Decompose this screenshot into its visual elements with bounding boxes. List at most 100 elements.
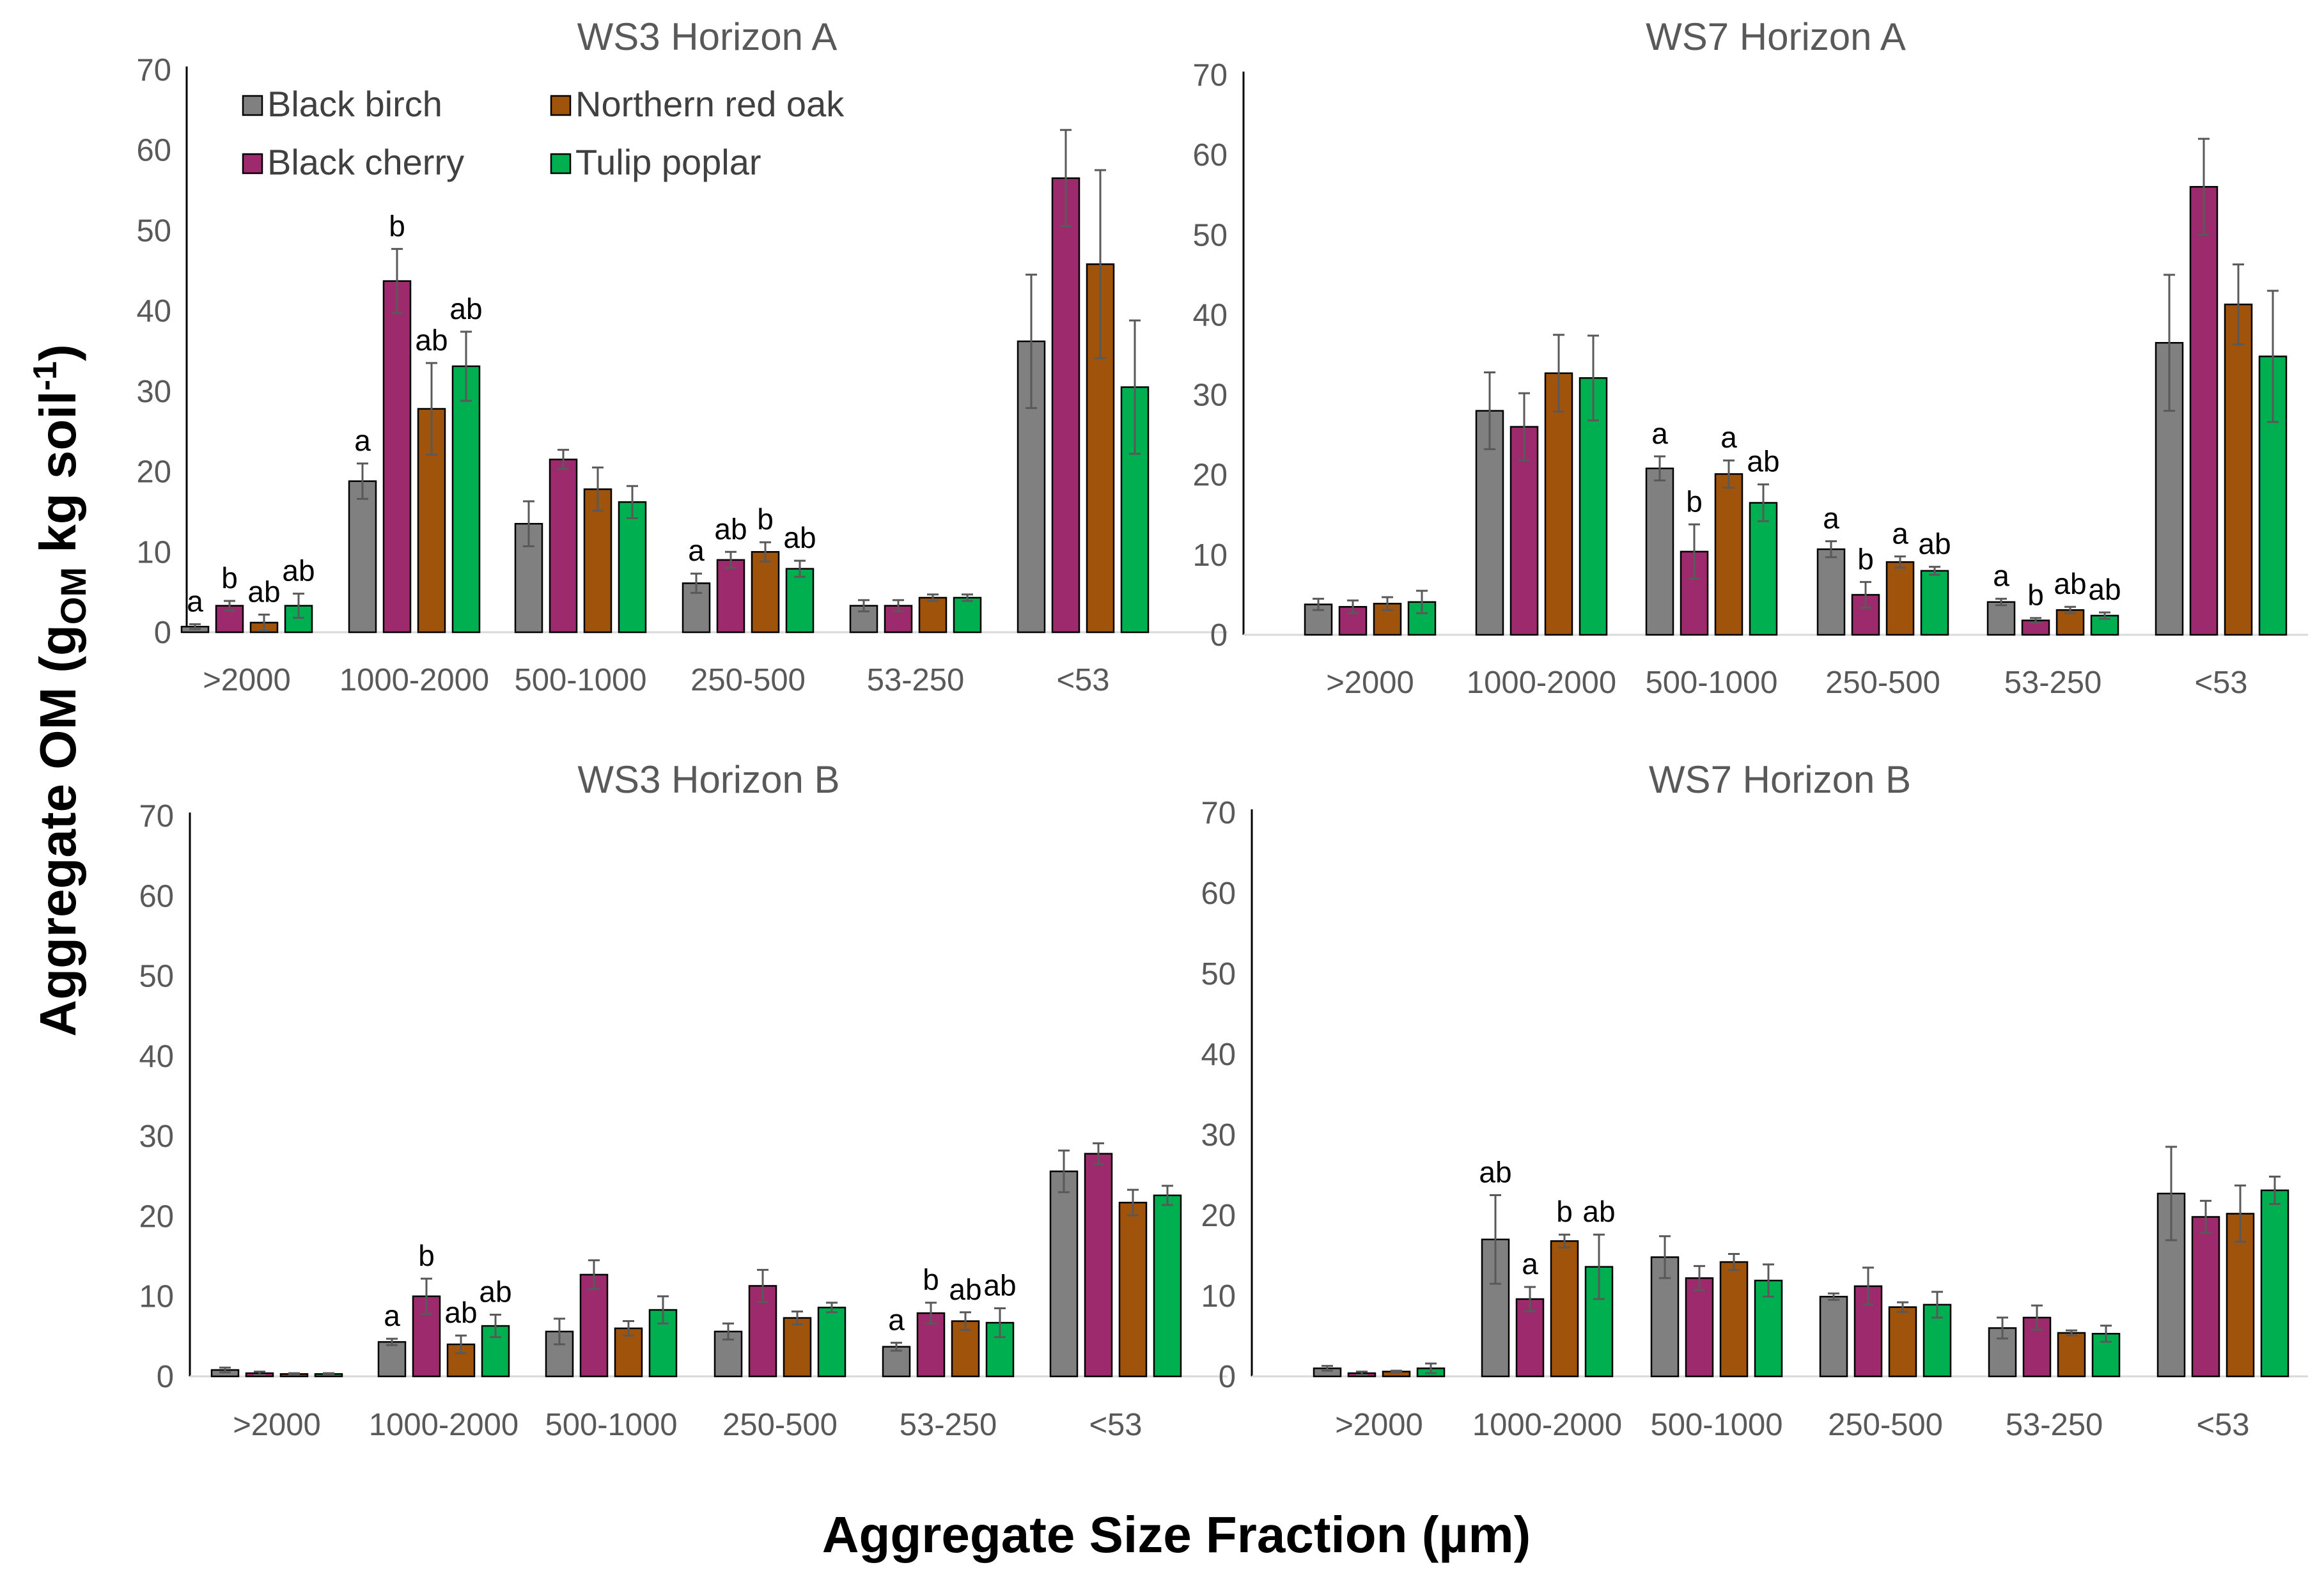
y-tick-label: 70 [1201,796,1236,830]
y-tick-label: 0 [157,1360,174,1394]
legend: Black birch Northern red oak Black cherry T… [242,84,845,182]
y-tick-label: 20 [136,455,171,490]
significance-label: ab [1582,1195,1615,1228]
x-tick-label: <53 [2194,665,2247,700]
x-tick-label: 250-500 [1825,665,1940,700]
significance-label: b [2027,579,2044,612]
x-tick-label: 53-250 [867,663,965,697]
significance-label: b [757,502,774,536]
y-axis-label-superscript: -1 [27,361,64,391]
bar [583,488,612,634]
bar [817,1307,846,1378]
y-tick-label: 70 [1192,58,1228,93]
significance-label: ab [282,554,315,588]
bar [1645,467,1674,636]
significance-label: a [354,424,371,457]
significance-label: a [1651,417,1668,450]
bar [1714,473,1743,636]
significance-label: ab [479,1275,511,1309]
y-tick-label: 70 [139,799,174,834]
bar [751,551,780,634]
x-tick-label: 250-500 [1828,1408,1943,1442]
bar [783,1317,812,1378]
chart-panel: WS7 Horizon B 0 10 20 30 40 50 60 70 >2000 1000-20… [1201,758,2308,1442]
significance-label: ab [983,1269,1016,1302]
legend-item: Black cherry [242,142,464,182]
y-tick-label: 20 [1201,1199,1236,1233]
panel-title: WS3 Horizon B [577,758,839,801]
bar [1481,1238,1510,1378]
significance-label: ab [783,521,816,554]
significance-label: ab [444,1296,477,1329]
legend-label: Black birch [267,84,442,124]
significance-label: a [384,1299,400,1332]
y-axis-label: Aggregate OM (gOM kg soil-1) [27,344,93,1036]
significance-label: a [1720,421,1737,454]
x-axis-label: Aggregate Size Fraction (µm) [822,1506,1531,1563]
significance-label: b [1556,1195,1573,1228]
x-tick-label: 53-250 [900,1408,997,1442]
bar [1685,1277,1714,1378]
x-tick-label: 53-250 [2004,665,2102,700]
y-axis-label-subscript: OM [53,567,93,625]
chart-panel: WS7 Horizon A 0 10 20 30 40 50 60 70 >2000 1000-20… [1192,15,2308,700]
x-tick-label: <53 [2196,1408,2249,1442]
x-tick-label: 500-1000 [545,1408,677,1442]
y-tick-label: 60 [139,879,174,914]
y-axis-label-main: Aggregate OM (g [29,625,86,1036]
panel-title: WS7 Horizon B [1649,758,1911,801]
bar [1338,605,1368,636]
bar [1049,1171,1079,1378]
significance-label: ab [949,1273,981,1306]
legend-item: Northern red oak [550,84,845,124]
y-tick-label: 40 [136,294,171,329]
x-tick-label: 53-250 [2006,1408,2103,1442]
bar [1051,177,1080,634]
significance-label: a [187,584,203,618]
y-tick-label: 10 [139,1280,174,1314]
bar [2057,1332,2086,1378]
x-tick-label: 1000-2000 [1472,1408,1622,1442]
significance-label: ab [1747,445,1779,478]
significance-label: a [1993,559,2009,593]
x-tick-label: 500-1000 [1650,1408,1782,1442]
x-tick-label: 1000-2000 [339,663,489,697]
bar [2189,185,2219,636]
bar [1509,426,1539,636]
bar [348,480,377,634]
x-tick-label: <53 [1089,1408,1142,1442]
bar [1920,570,1949,636]
y-tick-label: 20 [139,1199,174,1234]
legend-swatch [242,153,263,175]
y-tick-label: 0 [1210,618,1228,653]
significance-label: b [389,209,405,242]
y-tick-label: 60 [1201,876,1236,911]
y-tick-label: 20 [1192,458,1228,493]
significance-label: ab [2054,567,2086,600]
significance-label: ab [449,292,482,325]
x-tick-label: 1000-2000 [369,1408,519,1442]
bar [579,1273,609,1378]
bar [1550,1240,1579,1378]
significance-label: b [923,1263,939,1296]
significance-label: ab [714,512,747,545]
panel-title: WS3 Horizon A [577,15,838,58]
y-tick-label: 30 [1201,1118,1236,1153]
legend-swatch [242,95,263,116]
bar [716,559,745,634]
bar [1986,601,2016,636]
y-tick-label: 50 [139,960,174,994]
legend-item: Black birch [242,84,442,124]
significance-label: b [418,1239,435,1272]
bar [918,596,948,634]
bar [618,501,647,634]
y-tick-label: 60 [1192,138,1228,173]
y-tick-label: 30 [1192,378,1228,413]
significance-label: a [1522,1247,1538,1280]
chart-panel: WS3 Horizon A 0 10 20 30 40 50 60 70 >2000 1000-20… [136,15,1228,697]
x-tick-label: >2000 [1326,665,1414,700]
y-tick-label: 50 [1201,957,1236,992]
significance-label: ab [1918,527,1951,561]
x-tick-label: 500-1000 [514,663,646,697]
x-tick-label: >2000 [233,1408,321,1442]
